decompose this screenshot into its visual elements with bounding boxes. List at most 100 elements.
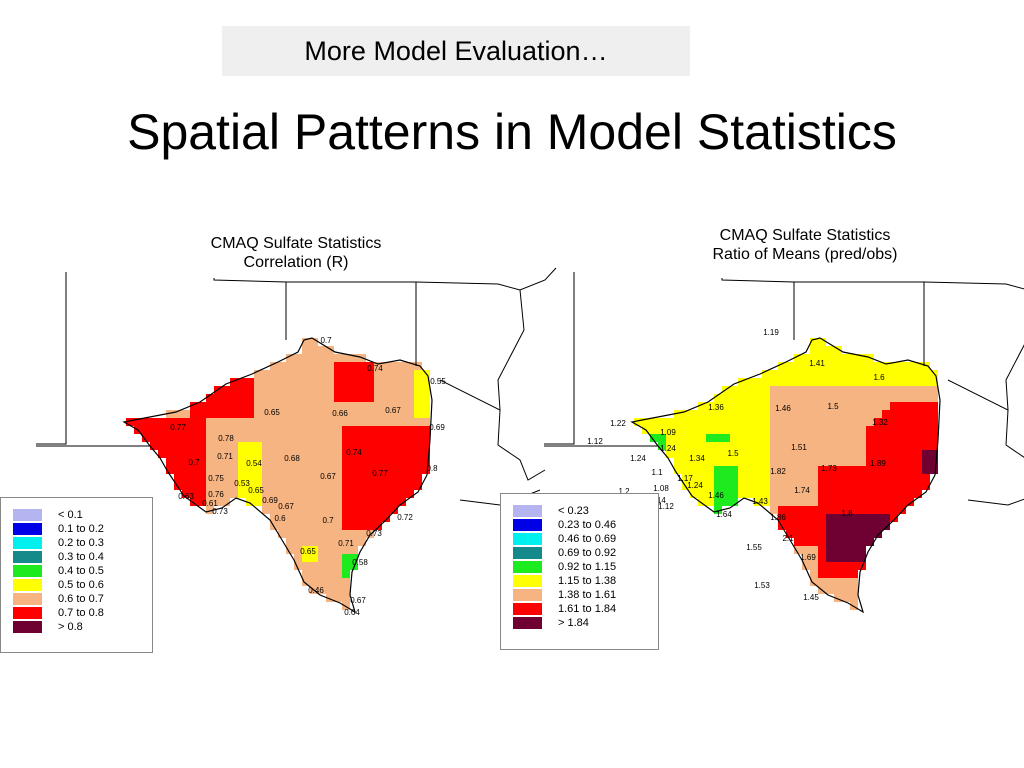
correlation-grid-cell bbox=[318, 346, 326, 354]
correlation-grid-cell bbox=[190, 458, 198, 466]
correlation-grid bbox=[126, 338, 430, 610]
correlation-grid-cell bbox=[358, 530, 366, 538]
correlation-grid-cell bbox=[406, 426, 414, 434]
ratio-grid-cell bbox=[930, 458, 938, 466]
correlation-grid-cell bbox=[198, 482, 206, 490]
correlation-grid-cell bbox=[270, 498, 278, 506]
ratio-grid-cell bbox=[746, 378, 754, 386]
ratio-grid-cell bbox=[786, 514, 794, 522]
ratio-grid-cell bbox=[866, 394, 874, 402]
ratio-grid-cell bbox=[866, 386, 874, 394]
correlation-grid-cell bbox=[206, 482, 214, 490]
ratio-grid-cell bbox=[706, 482, 714, 490]
ratio-grid-cell bbox=[834, 578, 842, 586]
ratio-grid-cell bbox=[866, 466, 874, 474]
ratio-grid-cell bbox=[850, 490, 858, 498]
correlation-grid-cell bbox=[414, 434, 422, 442]
ratio-grid-cell bbox=[658, 442, 666, 450]
correlation-grid-cell bbox=[318, 394, 326, 402]
correlation-grid-cell bbox=[166, 442, 174, 450]
correlation-grid-cell bbox=[230, 394, 238, 402]
correlation-grid-cell bbox=[350, 418, 358, 426]
correlation-grid-cell bbox=[310, 386, 318, 394]
correlation-grid-cell bbox=[374, 498, 382, 506]
correlation-grid-cell bbox=[350, 354, 358, 362]
correlation-grid-cell bbox=[318, 402, 326, 410]
ratio-grid-cell bbox=[762, 378, 770, 386]
ratio-grid-cell bbox=[866, 378, 874, 386]
ratio-grid-cell bbox=[658, 426, 666, 434]
correlation-grid-cell bbox=[174, 450, 182, 458]
ratio-grid-cell bbox=[714, 418, 722, 426]
correlation-grid-cell bbox=[222, 386, 230, 394]
ratio-grid-cell bbox=[666, 442, 674, 450]
ratio-grid-cell bbox=[818, 506, 826, 514]
correlation-grid-cell bbox=[294, 426, 302, 434]
ratio-grid-cell bbox=[794, 546, 802, 554]
ratio-grid-cell bbox=[834, 458, 842, 466]
ratio-grid-cell bbox=[778, 410, 786, 418]
correlation-grid-cell bbox=[366, 522, 374, 530]
ratio-grid-cell bbox=[754, 498, 762, 506]
correlation-grid-cell bbox=[222, 450, 230, 458]
correlation-grid-cell bbox=[238, 410, 246, 418]
correlation-legend-swatch bbox=[13, 593, 42, 605]
correlation-grid-cell bbox=[350, 514, 358, 522]
ratio-grid-cell bbox=[858, 442, 866, 450]
ratio-grid-cell bbox=[786, 498, 794, 506]
ratio-grid-cell bbox=[666, 418, 674, 426]
ratio-grid-cell bbox=[674, 434, 682, 442]
correlation-grid-cell bbox=[414, 394, 422, 402]
ratio-grid-cell bbox=[858, 458, 866, 466]
correlation-grid-cell bbox=[198, 410, 206, 418]
correlation-grid-cell bbox=[366, 530, 374, 538]
correlation-grid-cell bbox=[190, 490, 198, 498]
ratio-grid-cell bbox=[706, 434, 714, 442]
correlation-grid-cell bbox=[238, 490, 246, 498]
ratio-grid-cell bbox=[810, 402, 818, 410]
correlation-grid-cell bbox=[158, 442, 166, 450]
correlation-grid-cell bbox=[222, 498, 230, 506]
correlation-grid-cell bbox=[238, 418, 246, 426]
correlation-grid-cell bbox=[350, 506, 358, 514]
ratio-grid-cell bbox=[874, 386, 882, 394]
correlation-grid-cell bbox=[334, 426, 342, 434]
ratio-grid-cell bbox=[786, 394, 794, 402]
ratio-grid-cell bbox=[906, 482, 914, 490]
ratio-grid-cell bbox=[746, 410, 754, 418]
correlation-grid-cell bbox=[374, 514, 382, 522]
ratio-grid-cell bbox=[890, 474, 898, 482]
ratio-grid-cell bbox=[786, 506, 794, 514]
ratio-legend-label: > 1.84 bbox=[558, 617, 589, 629]
correlation-grid-cell bbox=[406, 410, 414, 418]
correlation-grid-cell bbox=[198, 490, 206, 498]
ratio-grid-cell bbox=[826, 554, 834, 562]
ratio-grid-cell bbox=[858, 378, 866, 386]
correlation-grid-cell bbox=[278, 386, 286, 394]
ratio-legend-label: 1.38 to 1.61 bbox=[558, 589, 617, 601]
correlation-grid-cell bbox=[398, 434, 406, 442]
correlation-grid-cell bbox=[150, 426, 158, 434]
ratio-grid-cell bbox=[810, 394, 818, 402]
ratio-grid-cell bbox=[826, 346, 834, 354]
correlation-site-value: 0.69 bbox=[429, 423, 445, 432]
ratio-grid-cell bbox=[634, 418, 642, 426]
correlation-grid-cell bbox=[302, 394, 310, 402]
ratio-grid-cell bbox=[930, 434, 938, 442]
ratio-legend-label: 1.15 to 1.38 bbox=[558, 575, 617, 587]
correlation-grid-cell bbox=[334, 514, 342, 522]
map-left-title: CMAQ Sulfate Statistics Correlation (R) bbox=[176, 234, 416, 272]
correlation-grid-cell bbox=[278, 498, 286, 506]
ratio-grid-cell bbox=[834, 554, 842, 562]
ratio-grid-cell bbox=[746, 458, 754, 466]
ratio-state-boundary bbox=[721, 278, 795, 340]
ratio-grid-cell bbox=[754, 378, 762, 386]
ratio-grid-cell bbox=[738, 442, 746, 450]
ratio-grid-cell bbox=[738, 450, 746, 458]
ratio-grid-cell bbox=[826, 498, 834, 506]
correlation-grid-cell bbox=[262, 474, 270, 482]
ratio-site-value: 1.24 bbox=[660, 444, 676, 453]
correlation-grid-cell bbox=[358, 482, 366, 490]
correlation-grid-cell bbox=[350, 378, 358, 386]
correlation-grid-cell bbox=[334, 434, 342, 442]
